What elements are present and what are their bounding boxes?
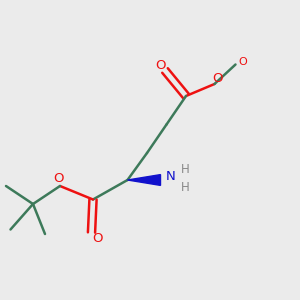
Text: O: O bbox=[92, 232, 103, 245]
Text: H: H bbox=[181, 163, 190, 176]
Text: N: N bbox=[166, 170, 176, 184]
Text: O: O bbox=[155, 59, 166, 73]
Text: O: O bbox=[212, 71, 223, 85]
Text: H: H bbox=[181, 181, 190, 194]
Text: O: O bbox=[53, 172, 64, 185]
Text: O: O bbox=[238, 56, 247, 67]
Polygon shape bbox=[128, 175, 160, 185]
